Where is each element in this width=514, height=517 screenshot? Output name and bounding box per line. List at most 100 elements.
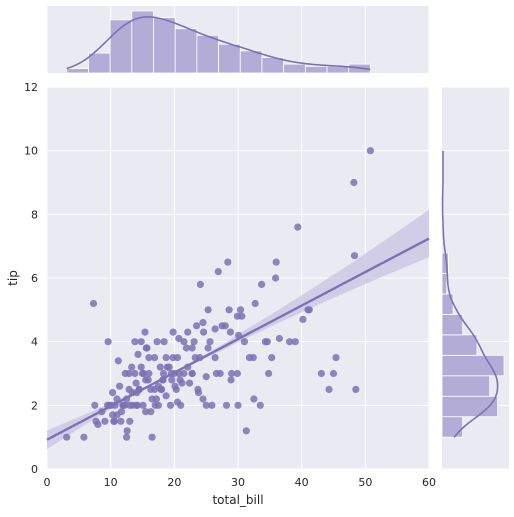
- scatter-point: [329, 369, 338, 378]
- scatter-point: [214, 268, 222, 276]
- scatter-point: [325, 385, 333, 393]
- scatter-point: [242, 427, 250, 435]
- scatter-point: [151, 385, 159, 393]
- scatter-point: [132, 379, 140, 387]
- top-histogram-bar: [304, 65, 328, 74]
- y-tick-labels: 0 2 4 6 8 10 12: [24, 81, 38, 476]
- right-marginal-histogram: [441, 150, 505, 438]
- scatter-point: [125, 369, 133, 378]
- scatter-point: [89, 299, 98, 308]
- y-tick-label: 8: [31, 208, 38, 221]
- scatter-point: [286, 338, 294, 346]
- scatter-point: [208, 401, 216, 409]
- scatter-point: [141, 328, 149, 336]
- top-kde-curve: [66, 16, 371, 71]
- x-tick-label: 40: [295, 476, 309, 489]
- scatter-point: [291, 338, 299, 346]
- scatter-point: [166, 401, 175, 409]
- y-axis-label: tip: [6, 270, 20, 286]
- scatter-point: [272, 258, 280, 266]
- scatter-point: [160, 338, 168, 346]
- x-tick-label: 30: [231, 476, 245, 489]
- scatter-point: [172, 385, 180, 393]
- scatter-point: [263, 338, 271, 346]
- scatter-point: [240, 338, 248, 346]
- scatter-point: [294, 223, 302, 231]
- scatter-point: [153, 338, 161, 346]
- scatter-point: [258, 280, 266, 288]
- scatter-point: [101, 417, 109, 425]
- scatter-point: [202, 401, 210, 409]
- scatter-point: [180, 369, 188, 378]
- scatter-point: [134, 350, 142, 358]
- scatter-point: [228, 369, 236, 378]
- scatter-point: [186, 379, 194, 387]
- scatter-point: [147, 408, 155, 416]
- x-axis-label: total_bill: [212, 493, 263, 507]
- top-histogram-bar: [239, 50, 263, 74]
- right-histogram-bar: [441, 334, 478, 356]
- x-tick-label: 0: [44, 476, 51, 489]
- scatter-point: [80, 433, 88, 441]
- scatter-point: [225, 306, 233, 314]
- scatter-point: [137, 363, 145, 371]
- scatter-point: [193, 322, 201, 330]
- scatter-point: [142, 344, 150, 352]
- scatter-point: [212, 369, 220, 378]
- scatter-point: [199, 319, 207, 327]
- scatter-point: [169, 354, 177, 362]
- scatter-point: [233, 369, 241, 378]
- scatter-point: [140, 369, 148, 378]
- scatter-point: [204, 344, 212, 352]
- top-histogram-bar: [196, 34, 219, 74]
- scatter-point: [116, 382, 124, 390]
- scatter-point: [182, 344, 190, 352]
- scatter-point: [162, 392, 170, 400]
- scatter-point: [169, 328, 177, 336]
- scatter-point: [104, 338, 112, 346]
- scatter-point: [163, 363, 171, 371]
- scatter-point: [148, 433, 156, 441]
- scatter-point: [304, 306, 312, 314]
- scatter-point: [256, 401, 264, 409]
- scatter-point: [238, 312, 246, 320]
- scatter-point: [109, 389, 117, 397]
- right-histogram-bar: [441, 375, 491, 397]
- scatter-point: [142, 408, 150, 416]
- scatter-point: [190, 338, 198, 346]
- scatter-point: [251, 299, 259, 308]
- scatter-point: [145, 369, 153, 378]
- scatter-point: [268, 354, 276, 362]
- top-histogram-bar: [131, 10, 154, 74]
- scatter-point: [236, 306, 245, 314]
- top-histogram-bar: [283, 63, 306, 74]
- scatter-point: [128, 363, 136, 371]
- scatter-point: [199, 395, 207, 403]
- scatter-point: [91, 401, 99, 409]
- scatter-point: [200, 328, 208, 336]
- top-histogram-bar: [88, 52, 111, 74]
- scatter-point: [194, 389, 203, 397]
- scatter-point: [188, 369, 196, 378]
- scatter-point: [250, 395, 258, 403]
- scatter-point: [168, 376, 176, 384]
- scatter-point: [218, 322, 226, 330]
- scatter-point: [114, 357, 122, 365]
- scatter-point: [204, 306, 212, 314]
- scatter-point: [63, 433, 71, 441]
- scatter-point: [206, 338, 214, 346]
- y-tick-label: 2: [31, 399, 38, 412]
- scatter-point: [350, 252, 359, 260]
- scatter-point: [226, 328, 234, 336]
- scatter-point: [222, 401, 231, 409]
- scatter-point: [159, 369, 168, 378]
- scatter-point: [131, 369, 139, 378]
- scatter-point: [350, 178, 358, 187]
- scatter-point: [275, 334, 283, 343]
- scatter-point: [151, 401, 159, 409]
- x-tick-labels: 0 10 20 30 40 50 60: [44, 476, 437, 489]
- scatter-point: [173, 398, 182, 406]
- scatter-point: [184, 328, 192, 336]
- scatter-point: [117, 417, 125, 425]
